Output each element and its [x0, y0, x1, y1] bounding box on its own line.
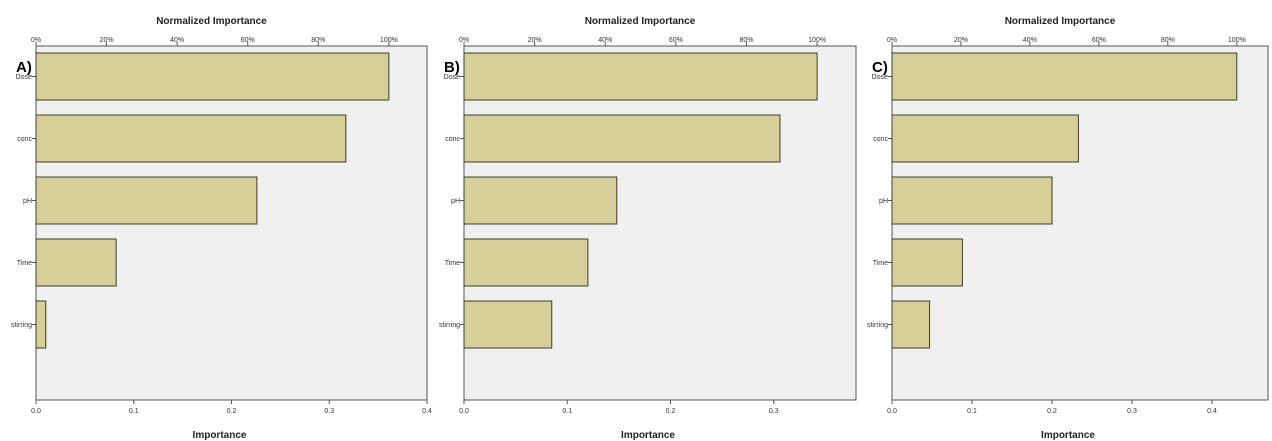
- category-label: Dose: [16, 74, 32, 81]
- x-tick-label: 0.3: [769, 408, 779, 415]
- bar: [463, 176, 618, 225]
- x-tick-label: 0.2: [666, 408, 676, 415]
- panel-label: C): [872, 59, 888, 76]
- bottom-axis-title: Importance: [193, 430, 247, 441]
- x-tick-label: 0.1: [129, 408, 139, 415]
- x-tick-label: 0.1: [562, 408, 572, 415]
- x-tick-label: 0.1: [967, 408, 977, 415]
- bar: [35, 300, 47, 349]
- category-label: stirring: [11, 322, 32, 329]
- category-label: Time: [873, 260, 888, 267]
- chart-panel-b: Normalized Importance 0% 20% 40% 60% 80% 100% B…: [439, 16, 857, 441]
- top-tick-label: 20%: [100, 37, 114, 44]
- category-label: Time: [445, 260, 460, 267]
- top-tick-label: 0%: [31, 37, 41, 44]
- bottom-axis-title: Importance: [621, 430, 675, 441]
- x-tick-label: 0.0: [887, 408, 897, 415]
- category-label: Dose: [444, 74, 460, 81]
- top-tick-label: 80%: [311, 37, 325, 44]
- x-tick-label: 0.3: [324, 408, 334, 415]
- category-label: conc: [17, 136, 32, 143]
- bar: [35, 238, 117, 287]
- chart-panel-c: Normalized Importance 0% 20% 40% 60% 80% 100% C…: [867, 16, 1269, 441]
- bar: [891, 52, 1238, 101]
- category-label: pH: [451, 198, 460, 205]
- panel-label: B): [444, 59, 460, 76]
- top-tick-label: 60%: [241, 37, 255, 44]
- bar: [35, 114, 347, 163]
- top-tick-label: 0%: [459, 37, 469, 44]
- top-tick-label: 20%: [528, 37, 542, 44]
- panel-label: A): [16, 59, 32, 76]
- category-label: pH: [879, 198, 888, 205]
- category-label: Time: [17, 260, 32, 267]
- top-tick-label: 80%: [739, 37, 753, 44]
- top-tick-label: 40%: [1023, 37, 1037, 44]
- top-axis-title: Normalized Importance: [156, 16, 267, 27]
- top-tick-label: 100%: [380, 37, 398, 44]
- top-tick-label: 100%: [1228, 37, 1246, 44]
- category-label: stirring: [867, 322, 888, 329]
- top-tick-label: 60%: [669, 37, 683, 44]
- bar: [463, 238, 589, 287]
- bar: [891, 300, 931, 349]
- bar: [463, 300, 553, 349]
- category-label: stirring: [439, 322, 460, 329]
- top-axis-title: Normalized Importance: [585, 16, 696, 27]
- chart-panel-a: Normalized Importance 0% 20% 40% 60% 80% 100% A…: [11, 16, 432, 441]
- x-tick-label: 0.3: [1127, 408, 1137, 415]
- category-label: conc: [445, 136, 460, 143]
- top-tick-label: 40%: [598, 37, 612, 44]
- top-tick-label: 80%: [1161, 37, 1175, 44]
- bar: [891, 238, 963, 287]
- category-label: conc: [873, 136, 888, 143]
- category-label: pH: [23, 198, 32, 205]
- top-tick-label: 40%: [170, 37, 184, 44]
- x-tick-label: 0.4: [1207, 408, 1217, 415]
- x-tick-label: 0.0: [31, 408, 41, 415]
- x-tick-label: 0.2: [227, 408, 237, 415]
- x-tick-label: 0.2: [1047, 408, 1057, 415]
- bar: [35, 52, 390, 101]
- category-label: Dose: [872, 74, 888, 81]
- top-tick-label: 20%: [954, 37, 968, 44]
- top-tick-label: 100%: [808, 37, 826, 44]
- top-tick-label: 0%: [887, 37, 897, 44]
- bar: [891, 176, 1053, 225]
- bar: [35, 176, 258, 225]
- x-tick-label: 0.4: [422, 408, 432, 415]
- bar: [891, 114, 1079, 163]
- top-axis-title: Normalized Importance: [1005, 16, 1116, 27]
- top-tick-label: 60%: [1092, 37, 1106, 44]
- bar: [463, 52, 818, 101]
- bar: [463, 114, 781, 163]
- x-tick-label: 0.0: [459, 408, 469, 415]
- bottom-axis-title: Importance: [1041, 430, 1095, 441]
